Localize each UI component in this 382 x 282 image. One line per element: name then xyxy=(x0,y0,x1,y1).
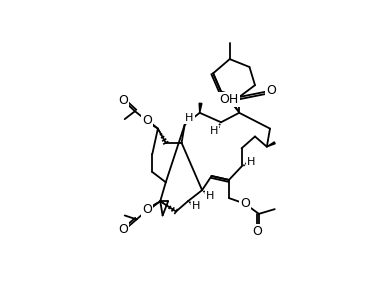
Text: H: H xyxy=(210,126,218,136)
Text: H: H xyxy=(247,157,255,167)
Text: H: H xyxy=(185,113,194,123)
Polygon shape xyxy=(148,201,160,210)
Text: H: H xyxy=(192,201,200,211)
Text: O: O xyxy=(142,114,152,127)
Text: O: O xyxy=(253,225,262,238)
Text: O: O xyxy=(118,223,128,236)
Polygon shape xyxy=(267,142,275,147)
Text: O: O xyxy=(240,197,250,210)
Polygon shape xyxy=(199,103,202,113)
Polygon shape xyxy=(146,120,158,129)
Text: O: O xyxy=(118,94,128,107)
Polygon shape xyxy=(230,100,239,113)
Text: H: H xyxy=(206,191,214,201)
Text: OH: OH xyxy=(219,93,239,106)
Text: O: O xyxy=(266,84,276,97)
Text: O: O xyxy=(142,203,152,216)
